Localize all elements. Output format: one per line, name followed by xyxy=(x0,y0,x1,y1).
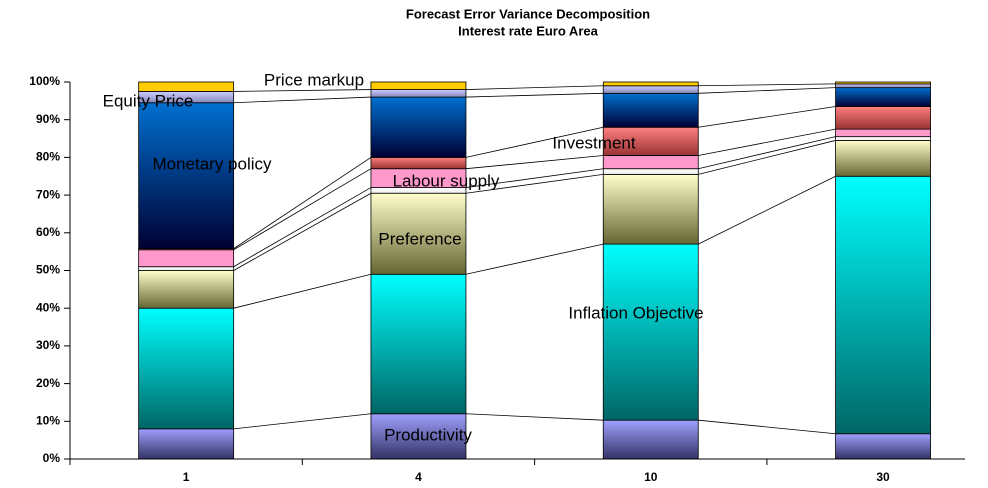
bar-segment xyxy=(835,106,931,130)
connector-line xyxy=(233,192,372,271)
connector-line xyxy=(233,157,372,249)
bar-segment xyxy=(370,156,467,170)
y-tick-label: 90% xyxy=(36,112,60,126)
bar-segment xyxy=(835,140,931,177)
connector-line xyxy=(233,187,372,268)
connector-line xyxy=(465,413,604,421)
bar-segment xyxy=(835,81,931,85)
y-tick-label: 80% xyxy=(36,150,60,164)
y-tick-label: 100% xyxy=(29,74,60,88)
x-tick-label: 10 xyxy=(644,470,658,484)
bar-segment xyxy=(138,266,235,271)
series-label: Investment xyxy=(552,133,635,152)
bar-segment xyxy=(370,273,467,415)
connector-line xyxy=(465,243,604,275)
series-label: Equity Price xyxy=(103,91,194,110)
bar-segment xyxy=(602,92,699,128)
bar-segment xyxy=(835,175,931,435)
connector-line xyxy=(465,126,604,158)
connector-line xyxy=(233,273,372,309)
series-label: Productivity xyxy=(384,425,472,444)
connector-line xyxy=(698,83,836,87)
series-label: Preference xyxy=(378,229,461,248)
bar-segment xyxy=(138,307,235,430)
series-label: Inflation Objective xyxy=(568,303,703,322)
bar-segment xyxy=(138,428,235,460)
x-tick-label: 30 xyxy=(876,470,890,484)
connector-line xyxy=(233,413,371,430)
connector-line xyxy=(233,168,372,251)
bar-segment xyxy=(138,102,235,250)
bar-segment xyxy=(138,81,235,92)
bar-segment xyxy=(370,413,467,460)
bar-segment xyxy=(602,173,699,245)
bar-segment xyxy=(602,419,699,460)
bar-segment xyxy=(835,87,931,107)
series-label: Monetary policy xyxy=(152,154,272,173)
bar-segment xyxy=(602,85,699,94)
x-tick-label: 1 xyxy=(183,470,190,484)
bar-segment xyxy=(370,81,467,90)
y-tick-label: 70% xyxy=(36,187,60,201)
connector-line xyxy=(698,106,836,128)
bar-segment xyxy=(370,96,467,158)
connector-line xyxy=(698,128,836,156)
series-label: Price markup xyxy=(264,70,364,89)
y-tick-label: 40% xyxy=(36,300,60,314)
bar-segment xyxy=(835,433,931,460)
y-tick-label: 60% xyxy=(36,225,60,239)
connector-line xyxy=(698,136,836,170)
connector-line xyxy=(698,419,836,435)
y-tick-label: 20% xyxy=(36,376,60,390)
y-tick-label: 10% xyxy=(36,413,60,427)
connector-line xyxy=(465,155,604,170)
y-tick-label: 50% xyxy=(36,263,60,277)
connector-line xyxy=(233,96,371,104)
bar-segment xyxy=(835,136,931,141)
bar-segment xyxy=(602,168,699,175)
connector-line xyxy=(698,87,836,94)
bar-segment xyxy=(370,192,467,275)
connector-line xyxy=(465,168,604,188)
connector-line xyxy=(465,92,604,98)
bar-segment xyxy=(835,83,931,89)
bar-segment xyxy=(602,243,699,421)
y-tick-label: 0% xyxy=(43,451,61,465)
x-tick-label: 4 xyxy=(415,470,422,484)
connector-line xyxy=(698,175,836,245)
chart-subtitle: Interest rate Euro Area xyxy=(458,23,598,38)
connector-line xyxy=(698,140,836,175)
connector-line xyxy=(233,89,371,92)
bar-segment xyxy=(602,81,699,87)
bar-segment xyxy=(835,128,931,138)
bar-segment xyxy=(602,126,699,156)
connector-line xyxy=(465,85,604,90)
series-label: Labour supply xyxy=(393,171,500,190)
bar-segment xyxy=(602,155,699,170)
bar-segment xyxy=(370,89,467,98)
bar-segment xyxy=(138,270,235,309)
bar-segment xyxy=(138,249,235,268)
connector-line xyxy=(465,173,604,194)
chart-title: Forecast Error Variance Decomposition xyxy=(406,6,650,21)
y-tick-label: 30% xyxy=(36,338,60,352)
